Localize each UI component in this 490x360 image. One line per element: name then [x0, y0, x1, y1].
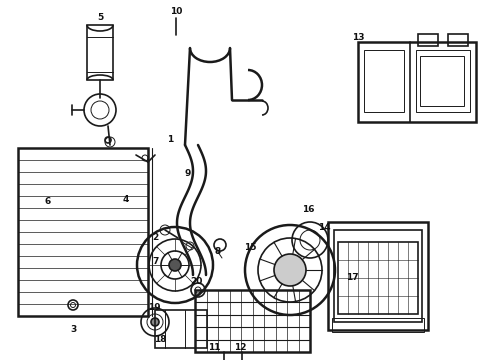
Bar	[328, 222, 428, 330]
Text: 20: 20	[190, 278, 202, 287]
Text: 15: 15	[244, 243, 256, 252]
Bar	[195, 290, 310, 352]
Text: 1: 1	[167, 135, 173, 144]
Bar	[18, 148, 148, 316]
Text: 3: 3	[70, 325, 76, 334]
Text: 2: 2	[152, 234, 158, 243]
Bar	[155, 310, 207, 348]
Bar	[448, 34, 468, 46]
Bar	[418, 34, 438, 46]
Bar	[416, 50, 470, 112]
Text: 17: 17	[345, 274, 358, 283]
Text: 10: 10	[170, 8, 182, 17]
Text: 6: 6	[45, 198, 51, 207]
Bar	[332, 318, 424, 332]
Text: 19: 19	[147, 303, 160, 312]
Text: 16: 16	[302, 206, 314, 215]
Text: 13: 13	[352, 33, 364, 42]
Text: 14: 14	[318, 224, 330, 233]
Bar	[364, 50, 404, 112]
Text: 5: 5	[97, 13, 103, 22]
Bar	[87, 25, 113, 80]
Text: 18: 18	[154, 336, 166, 345]
Text: 7: 7	[153, 257, 159, 266]
Bar	[338, 242, 418, 314]
Circle shape	[151, 318, 159, 326]
Text: 9: 9	[185, 170, 191, 179]
Circle shape	[169, 259, 181, 271]
Text: 4: 4	[123, 195, 129, 204]
Bar	[420, 56, 464, 106]
Text: 8: 8	[215, 248, 221, 256]
Text: 12: 12	[234, 343, 246, 352]
Bar	[334, 230, 422, 322]
Circle shape	[274, 254, 306, 286]
Bar	[358, 42, 476, 122]
Text: 11: 11	[208, 343, 220, 352]
